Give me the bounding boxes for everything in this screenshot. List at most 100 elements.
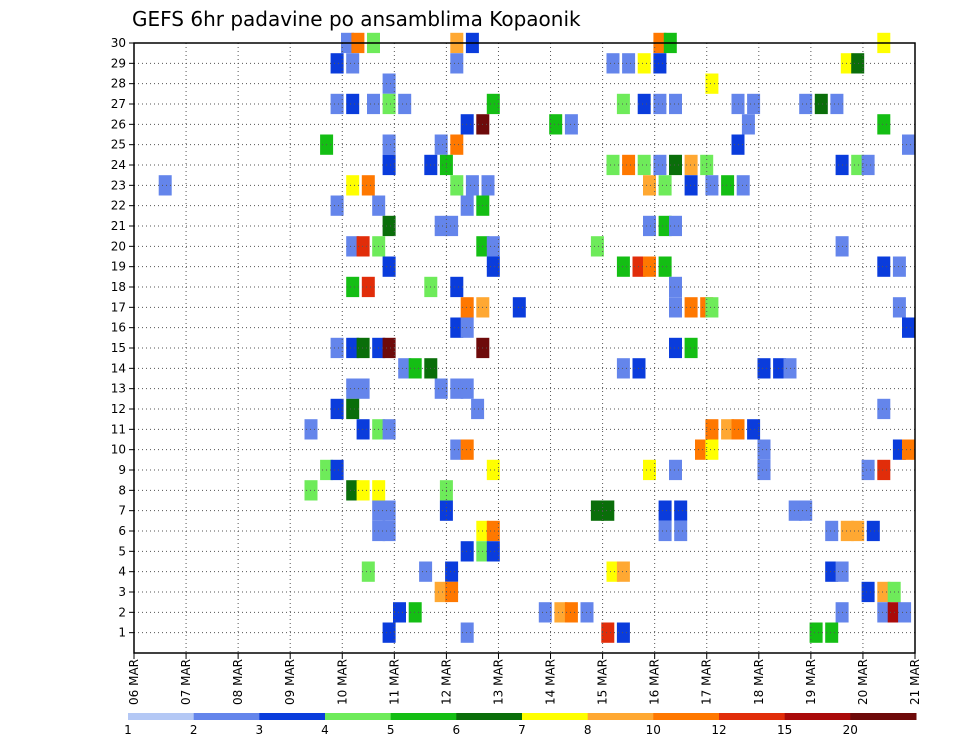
heatmap-cell xyxy=(653,53,667,74)
heatmap-cell xyxy=(450,175,464,196)
heatmap-cell xyxy=(747,419,761,440)
x-tick-label: 06 MAR xyxy=(127,659,141,705)
heatmap-cell xyxy=(799,500,813,521)
heatmap-cell xyxy=(669,154,682,176)
heatmap-cell xyxy=(851,520,865,542)
heatmap-cell xyxy=(606,561,620,582)
heatmap-cell xyxy=(741,114,755,135)
heatmap-cell xyxy=(408,602,422,623)
y-tick-label: 20 xyxy=(111,239,126,253)
y-tick-label: 29 xyxy=(111,56,126,70)
heatmap-cell xyxy=(398,358,412,379)
y-tick-label: 22 xyxy=(111,199,126,213)
x-tick-label: 10 MAR xyxy=(335,659,349,705)
y-tick-label: 7 xyxy=(118,504,126,518)
heatmap-cell xyxy=(757,439,771,460)
heatmap-cell xyxy=(892,256,906,277)
grid-lines xyxy=(133,42,916,653)
x-tick-label: 13 MAR xyxy=(491,659,505,705)
heatmap-cell xyxy=(445,561,459,582)
heatmap-cell xyxy=(799,93,813,115)
colorbar-label: 5 xyxy=(387,723,395,737)
heatmap-cell xyxy=(616,561,630,582)
heatmap-cell xyxy=(445,215,459,237)
heatmap-cell xyxy=(757,358,771,379)
colorbar: 1 2 3 4 5 6 7 8 10 12 15 20 xyxy=(124,713,917,737)
heatmap-cell xyxy=(757,459,771,481)
x-tick-label: 19 MAR xyxy=(804,659,818,705)
heatmap-cell xyxy=(367,93,380,115)
heatmap-cell xyxy=(658,175,672,196)
heatmap-cell xyxy=(486,459,500,481)
heatmap-cell xyxy=(705,175,719,196)
colorbar-label: 12 xyxy=(711,723,726,737)
colorbar-label: 8 xyxy=(584,723,592,737)
y-tick-label: 19 xyxy=(111,260,126,274)
y-tick-label: 13 xyxy=(111,382,126,396)
heatmap-cell xyxy=(382,520,396,542)
y-tick-label: 17 xyxy=(111,300,126,314)
heatmap-cell xyxy=(674,520,688,542)
heatmap-cell xyxy=(825,622,839,643)
chart-title: GEFS 6hr padavine po ansamblima Kopaonik xyxy=(132,7,581,31)
colorbar-label: 6 xyxy=(452,723,460,737)
heatmap-cell xyxy=(902,439,915,460)
heatmap-cell xyxy=(450,439,464,460)
x-tick-label: 11 MAR xyxy=(387,659,401,705)
x-tick-label: 12 MAR xyxy=(439,659,453,705)
colorbar-swatch xyxy=(128,713,195,720)
colorbar-label: 4 xyxy=(321,723,329,737)
heatmap-cell xyxy=(840,53,854,74)
heatmap-cell xyxy=(658,256,672,277)
plot-frame xyxy=(133,42,916,654)
y-tick-label: 5 xyxy=(118,544,126,558)
heatmap-cell xyxy=(747,93,761,115)
heatmap-cell xyxy=(814,93,828,115)
heatmap-cell xyxy=(877,581,891,603)
y-tick-label: 30 xyxy=(111,36,126,50)
heatmap-cells xyxy=(158,32,915,643)
heatmap-cell xyxy=(393,602,406,623)
y-tick-label: 11 xyxy=(111,422,126,436)
heatmap-cell xyxy=(851,53,865,74)
x-tick-label: 07 MAR xyxy=(179,659,193,705)
heatmap-cell xyxy=(861,154,875,176)
colorbar-swatch xyxy=(522,713,589,720)
y-tick-label: 28 xyxy=(111,77,126,91)
heatmap-cell xyxy=(564,602,578,623)
heatmap-cell xyxy=(622,154,636,176)
y-tick-label: 3 xyxy=(118,585,126,599)
colorbar-swatch xyxy=(850,713,917,720)
heatmap-cell xyxy=(590,500,604,521)
heatmap-cell xyxy=(450,134,464,155)
heatmap-cell xyxy=(460,439,474,460)
heatmap-cell xyxy=(434,581,448,603)
heatmap-cell xyxy=(382,256,396,277)
y-axis-ticks: 1234567891011121314151617181920212223242… xyxy=(111,36,134,640)
heatmap-cell xyxy=(460,317,474,338)
heatmap-cell xyxy=(877,398,891,420)
heatmap-cell xyxy=(616,622,630,643)
y-tick-label: 23 xyxy=(111,178,126,192)
y-tick-label: 25 xyxy=(111,138,126,152)
heatmap-cell xyxy=(450,53,464,74)
heatmap-cell xyxy=(658,500,672,521)
heatmap-cell xyxy=(669,93,682,115)
y-tick-label: 14 xyxy=(111,361,126,375)
heatmap-cell xyxy=(460,114,474,135)
heatmap-cell xyxy=(866,520,880,542)
heatmap-cell xyxy=(892,297,906,318)
heatmap-cell xyxy=(658,215,672,237)
heatmap-cell xyxy=(861,581,875,603)
heatmap-cell xyxy=(382,73,396,94)
heatmap-cell xyxy=(356,480,370,501)
y-tick-label: 12 xyxy=(111,402,126,416)
heatmap-cell xyxy=(346,480,360,501)
heatmap-cell xyxy=(434,134,448,155)
heatmap-cell xyxy=(669,337,682,359)
heatmap-cell xyxy=(356,419,370,440)
heatmap-cell xyxy=(158,175,172,196)
heatmap-cell xyxy=(330,195,344,216)
colorbar-label: 3 xyxy=(255,723,263,737)
